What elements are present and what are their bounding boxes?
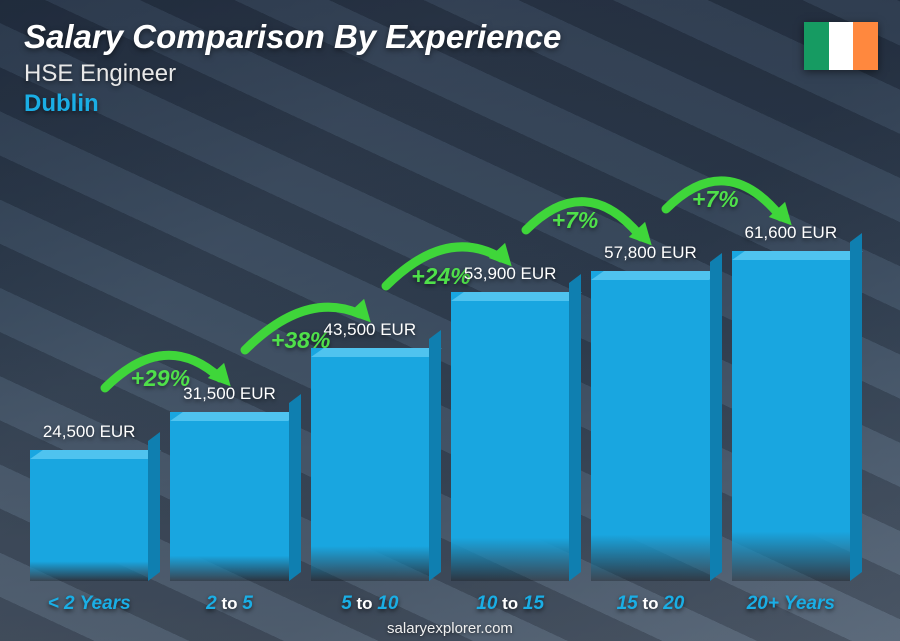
bar-value-label: 61,600 EUR	[744, 223, 837, 243]
bar-side	[429, 330, 441, 581]
chart-location: Dublin	[24, 90, 876, 118]
bar-side	[850, 233, 862, 581]
bar-column: 53,900 EUR+7%	[451, 264, 569, 581]
increase-percent-label: +7%	[692, 186, 739, 213]
bar-column: 24,500 EUR+29%	[30, 422, 148, 581]
bar	[30, 450, 148, 581]
x-axis-label: 5 to 10	[311, 593, 429, 615]
bar-side	[710, 253, 722, 581]
bar-top	[30, 450, 161, 459]
bar	[591, 271, 709, 581]
bar-top	[591, 271, 722, 280]
bar	[451, 292, 569, 581]
bar-top	[451, 292, 582, 301]
bar-front	[732, 251, 850, 581]
bar-top	[170, 412, 301, 421]
chart-subtitle: HSE Engineer	[24, 60, 876, 88]
bar-front	[451, 292, 569, 581]
bar-front	[30, 450, 148, 581]
bar	[311, 348, 429, 581]
x-axis-label: 10 to 15	[451, 593, 569, 615]
bar	[170, 412, 288, 581]
bar-column: 43,500 EUR+24%	[311, 320, 429, 581]
bar	[732, 251, 850, 581]
bar-front	[311, 348, 429, 581]
bar-side	[148, 432, 160, 581]
bar-chart: 24,500 EUR+29%31,500 EUR+38%43,500 EUR+2…	[30, 150, 850, 581]
bar-top	[732, 251, 863, 260]
bar-front	[591, 271, 709, 581]
footer-attribution: salaryexplorer.com	[0, 620, 900, 637]
bar-column: 57,800 EUR+7%	[591, 243, 709, 581]
x-axis-label: < 2 Years	[30, 593, 148, 615]
x-axis-label: 2 to 5	[170, 593, 288, 615]
chart-title: Salary Comparison By Experience	[24, 18, 876, 56]
x-axis-label: 20+ Years	[732, 593, 850, 615]
x-axis-labels: < 2 Years 2 to 5 5 to 10 10 to 15 15 to 20 20…	[30, 593, 850, 615]
x-axis-label: 15 to 20	[591, 593, 709, 615]
header: Salary Comparison By Experience HSE Engi…	[24, 18, 876, 118]
flag-stripe-1	[804, 22, 829, 70]
bar-column: 61,600 EUR	[732, 223, 850, 581]
bar-front	[170, 412, 288, 581]
bar-side	[569, 274, 581, 581]
bar-top	[311, 348, 442, 357]
bar-side	[289, 394, 301, 581]
increase-percent-label: +7%	[552, 207, 599, 234]
bar-column: 31,500 EUR+38%	[170, 384, 288, 581]
ireland-flag	[804, 22, 878, 70]
flag-stripe-2	[829, 22, 854, 70]
flag-stripe-3	[853, 22, 878, 70]
